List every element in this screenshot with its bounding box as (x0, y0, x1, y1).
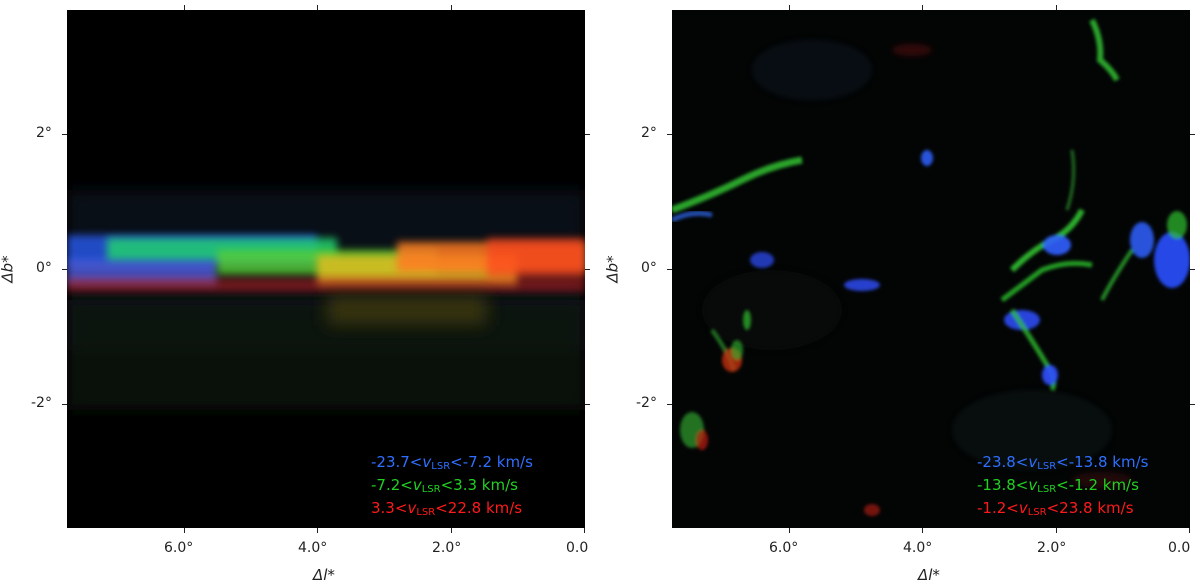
y-tick-mark-right (585, 269, 590, 270)
y-tick-mark (62, 269, 67, 270)
y-tick-mark-right (1190, 134, 1195, 135)
legend-text: -23.7< (371, 453, 423, 471)
legend-line-red: 3.3<vLSR<22.8 km/s (371, 499, 533, 522)
y-tick-mark (667, 134, 672, 135)
legend-subscript: LSR (431, 461, 451, 472)
x-tick-mark (1189, 528, 1190, 533)
y-tick-mark-right (1190, 404, 1195, 405)
legend-line-blue: -23.8<vLSR<-13.8 km/s (977, 453, 1148, 476)
x-tick-label: 6.0° (769, 540, 799, 556)
x-tick-label: 6.0° (164, 540, 194, 556)
legend-symbol: v (1028, 453, 1038, 471)
x-tick-mark-top (789, 5, 790, 10)
y-tick-mark-right (585, 404, 590, 405)
x-tick-mark (922, 528, 923, 533)
x-tick-label: 0.0 (566, 540, 589, 556)
x-axis-title: Δl* (313, 566, 335, 584)
x-tick-label: 2.0° (1037, 540, 1067, 556)
legend-symbol: v (422, 453, 432, 471)
x-tick-mark (184, 528, 185, 533)
y-tick-label: 0° (36, 260, 52, 276)
right-legend: -23.8<vLSR<-13.8 km/s -13.8<vLSR<-1.2 km… (977, 453, 1148, 522)
x-axis-title: Δl* (918, 566, 940, 584)
legend-symbol: v (407, 499, 417, 517)
legend-text: -23.8< (977, 453, 1029, 471)
right-emission-map (672, 10, 1190, 528)
legend-text: <3.3 km/s (440, 476, 518, 494)
y-tick-label: 2° (36, 125, 52, 141)
legend-subscript: LSR (1027, 507, 1047, 518)
y-tick-mark (667, 269, 672, 270)
legend-symbol: v (412, 476, 422, 494)
legend-subscript: LSR (416, 507, 436, 518)
legend-line-green: -13.8<vLSR<-1.2 km/s (977, 476, 1148, 499)
left-panel-image: -23.7<vLSR<-7.2 km/s -7.2<vLSR<3.3 km/s … (67, 10, 585, 528)
legend-text: <22.8 km/s (435, 499, 523, 517)
x-tick-mark (1056, 528, 1057, 533)
right-panel-image: -23.8<vLSR<-13.8 km/s -13.8<vLSR<-1.2 km… (672, 10, 1190, 528)
x-tick-mark-top (1056, 5, 1057, 10)
legend-text: -13.8< (977, 476, 1029, 494)
x-tick-label: 4.0° (903, 540, 933, 556)
y-axis-title: Δb* (603, 255, 622, 283)
y-tick-label: -2° (31, 395, 52, 411)
y-tick-label: 0° (641, 260, 657, 276)
legend-subscript: LSR (1037, 484, 1057, 495)
legend-symbol: v (1028, 476, 1038, 494)
left-emission-map (67, 10, 585, 528)
legend-text: <-13.8 km/s (1056, 453, 1149, 471)
legend-text: -7.2< (371, 476, 413, 494)
y-tick-mark (62, 404, 67, 405)
legend-text: <-1.2 km/s (1056, 476, 1139, 494)
x-tick-mark-top (922, 5, 923, 10)
y-tick-label: 2° (641, 125, 657, 141)
legend-text: <-7.2 km/s (450, 453, 533, 471)
x-tick-mark-top (317, 5, 318, 10)
x-tick-label: 0.0 (1168, 540, 1191, 556)
y-tick-mark (62, 134, 67, 135)
legend-text: -1.2< (977, 499, 1019, 517)
x-tick-label: 2.0° (432, 540, 462, 556)
x-tick-mark (789, 528, 790, 533)
legend-line-red: -1.2<vLSR<23.8 km/s (977, 499, 1148, 522)
x-tick-mark-top (184, 5, 185, 10)
legend-line-green: -7.2<vLSR<3.3 km/s (371, 476, 533, 499)
legend-symbol: v (1018, 499, 1028, 517)
legend-text: <23.8 km/s (1046, 499, 1134, 517)
x-tick-label: 4.0° (298, 540, 328, 556)
left-legend: -23.7<vLSR<-7.2 km/s -7.2<vLSR<3.3 km/s … (371, 453, 533, 522)
y-tick-mark-right (1190, 269, 1195, 270)
x-tick-mark (451, 528, 452, 533)
x-tick-mark (317, 528, 318, 533)
y-tick-label: -2° (636, 395, 657, 411)
y-tick-mark-right (585, 134, 590, 135)
legend-subscript: LSR (1037, 461, 1057, 472)
x-tick-mark (584, 528, 585, 533)
legend-subscript: LSR (421, 484, 441, 495)
y-axis-title: Δb* (0, 255, 17, 283)
legend-text: 3.3< (371, 499, 408, 517)
y-tick-mark (667, 404, 672, 405)
legend-line-blue: -23.7<vLSR<-7.2 km/s (371, 453, 533, 476)
x-tick-mark-top (451, 5, 452, 10)
